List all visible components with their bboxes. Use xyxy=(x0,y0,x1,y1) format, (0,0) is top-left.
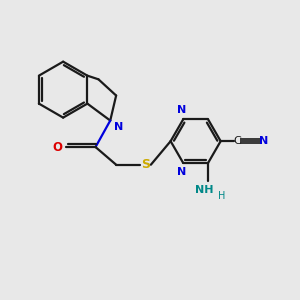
Text: S: S xyxy=(141,158,150,171)
Text: N: N xyxy=(259,136,268,146)
Text: NH: NH xyxy=(195,185,214,195)
Text: N: N xyxy=(177,105,186,115)
Text: N: N xyxy=(114,122,123,132)
Text: O: O xyxy=(52,141,62,154)
Text: N: N xyxy=(177,167,186,177)
Text: H: H xyxy=(218,191,225,201)
Text: C: C xyxy=(233,136,241,146)
